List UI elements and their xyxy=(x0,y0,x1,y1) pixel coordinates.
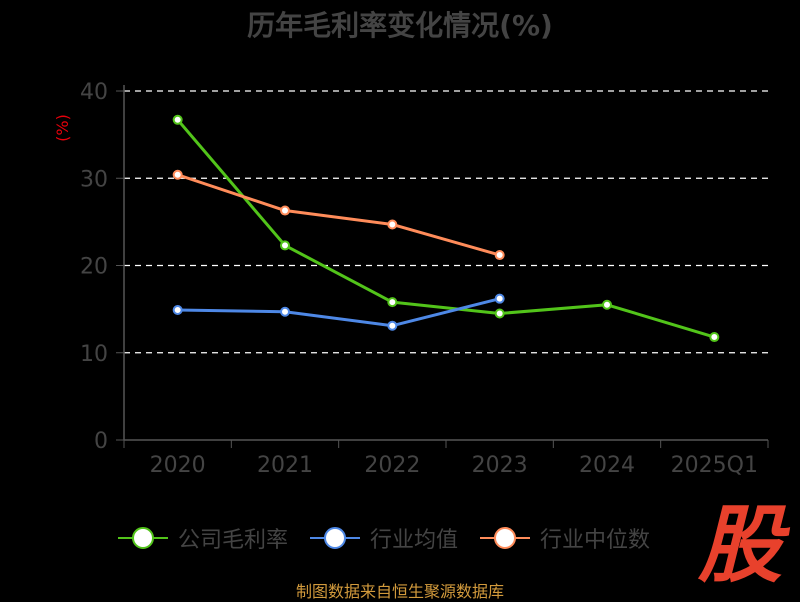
legend-item-2[interactable]: 行业均值 xyxy=(310,522,458,554)
data-point xyxy=(280,240,290,251)
data-point xyxy=(172,114,183,125)
data-source-note: 制图数据来自恒生聚源数据库 xyxy=(295,582,504,601)
legend-swatch xyxy=(118,526,168,550)
legend-item-1[interactable]: 公司毛利率 xyxy=(118,522,288,554)
data-point xyxy=(387,219,398,230)
data-point xyxy=(172,169,183,180)
x-tick-label: 2024 xyxy=(579,453,635,478)
data-point xyxy=(387,320,398,331)
legend-label: 行业中位数 xyxy=(540,528,651,553)
y-tick-label: 30 xyxy=(80,167,108,192)
data-point xyxy=(387,297,398,308)
legend-item-3[interactable]: 行业中位数 xyxy=(480,522,650,554)
legend-swatch xyxy=(310,526,361,550)
data-point xyxy=(280,306,290,317)
legend-label: 公司毛利率 xyxy=(178,528,289,553)
data-point xyxy=(709,332,720,343)
series-line-3 xyxy=(177,173,501,257)
data-point xyxy=(602,299,612,310)
chart-title: 历年毛利率变化情况(%) xyxy=(247,9,553,42)
x-tick-label: 2020 xyxy=(150,453,206,478)
legend-swatch xyxy=(480,526,531,550)
y-tick-label: 40 xyxy=(80,80,108,105)
series-line-2 xyxy=(177,297,501,328)
series-line-1 xyxy=(176,118,715,339)
brand-logo: 股 xyxy=(697,496,782,594)
y-tick-label: 0 xyxy=(94,429,108,454)
legend-label: 行业均值 xyxy=(370,528,459,553)
x-tick-label: 2022 xyxy=(364,453,420,478)
x-tick-label: 2023 xyxy=(472,453,528,478)
y-tick-label: 10 xyxy=(80,342,108,367)
data-point xyxy=(494,308,505,319)
data-point xyxy=(494,250,505,261)
data-point xyxy=(172,304,183,315)
legend: 公司毛利率 行业均值 行业中位数 xyxy=(118,518,672,558)
y-axis-label: (%) xyxy=(53,114,72,142)
y-tick-label: 20 xyxy=(80,255,108,280)
x-tick-label: 2025Q1 xyxy=(671,453,758,478)
x-tick-label: 2021 xyxy=(257,453,313,478)
data-point xyxy=(494,293,505,304)
data-point xyxy=(280,205,290,216)
